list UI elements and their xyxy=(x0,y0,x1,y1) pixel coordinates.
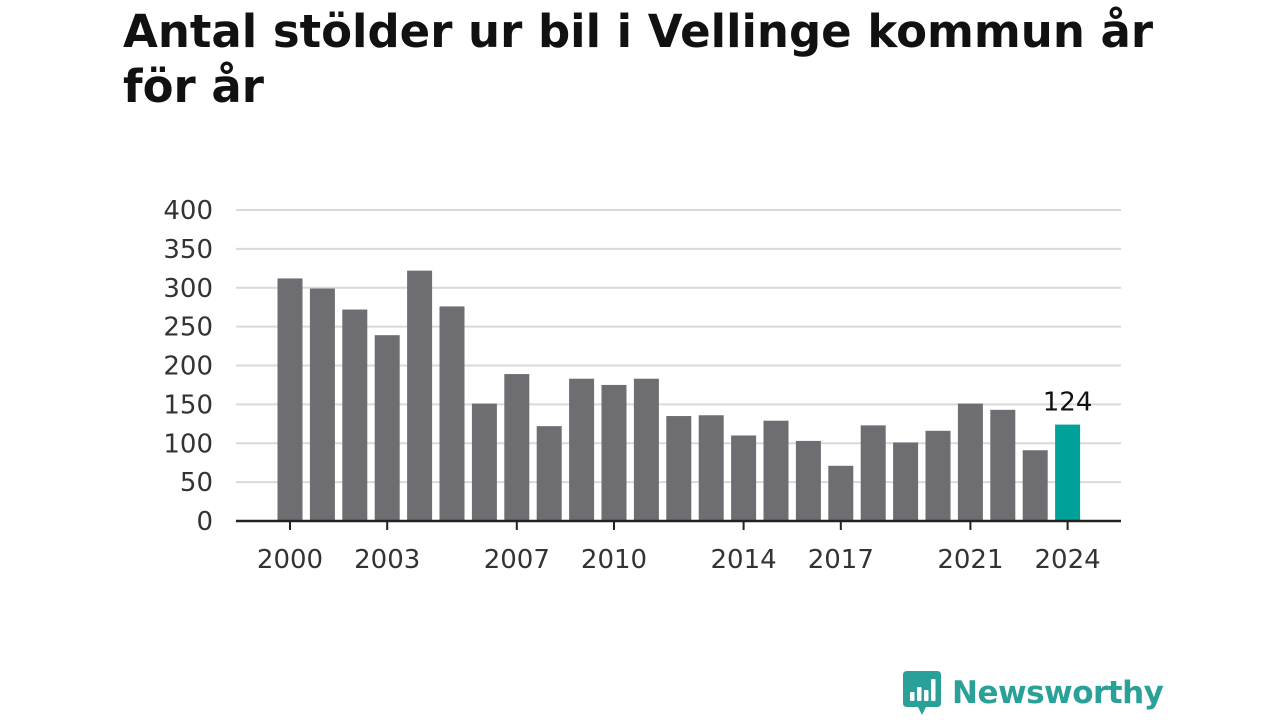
y-axis-tick-labels: 0 50 100 150 200 250 300 350 400 xyxy=(163,196,213,537)
y-tick-label: 0 xyxy=(196,507,213,537)
x-tick-label: 2003 xyxy=(354,545,420,575)
x-axis-tick-labels: 2000 2003 2007 2010 2014 2017 2021 2024 xyxy=(257,545,1101,575)
bar-2011 xyxy=(633,378,659,521)
y-tick-label: 300 xyxy=(163,274,213,304)
bar-2023 xyxy=(1022,450,1048,521)
x-tick-label: 2000 xyxy=(257,545,323,575)
bar-2000 xyxy=(277,278,303,521)
bar-2019 xyxy=(893,442,919,521)
x-tick-label: 2014 xyxy=(711,545,777,575)
bar-2013 xyxy=(698,415,724,521)
y-tick-label: 250 xyxy=(163,313,213,343)
bar-2015 xyxy=(763,420,789,521)
bar-2007 xyxy=(504,374,530,521)
bar-2006 xyxy=(471,403,497,521)
bar-2012 xyxy=(666,416,692,521)
bar-2021 xyxy=(957,403,983,521)
gridlines xyxy=(236,209,1121,484)
brand-name: Newsworthy xyxy=(952,675,1164,711)
x-tick-label: 2007 xyxy=(484,545,550,575)
x-axis xyxy=(236,519,1121,530)
data-label-2024: 124 xyxy=(1043,388,1093,418)
bar-chart-speech-bubble-icon xyxy=(903,671,941,715)
y-tick-label: 50 xyxy=(180,468,213,498)
y-tick-label: 200 xyxy=(163,352,213,382)
bar-2009 xyxy=(569,378,595,521)
y-tick-label: 400 xyxy=(163,196,213,226)
x-tick-label: 2024 xyxy=(1035,545,1101,575)
bar-2003 xyxy=(374,335,400,521)
newsworthy-logo: Newsworthy xyxy=(902,670,1164,716)
y-tick-label: 150 xyxy=(163,390,213,420)
y-tick-label: 350 xyxy=(163,235,213,265)
bar-2001 xyxy=(309,288,335,521)
data-labels: 124 xyxy=(1043,388,1093,418)
x-tick-label: 2010 xyxy=(581,545,647,575)
bar-2014 xyxy=(731,435,757,521)
bar-2022 xyxy=(990,409,1016,521)
bar-2004 xyxy=(407,270,433,521)
bar-2010 xyxy=(601,384,627,521)
bar-2024 xyxy=(1055,424,1081,521)
bar-2016 xyxy=(795,440,821,521)
bar-2002 xyxy=(342,309,368,521)
bar-2018 xyxy=(860,425,886,521)
y-tick-label: 100 xyxy=(163,429,213,459)
x-tick-label: 2017 xyxy=(808,545,874,575)
bar-2005 xyxy=(439,306,465,521)
bar-2008 xyxy=(536,426,562,521)
bars xyxy=(277,270,1081,521)
bar-2020 xyxy=(925,430,951,521)
chart-title: Antal stölder ur bil i Vellinge kommun å… xyxy=(123,5,1154,113)
bar-2017 xyxy=(828,465,854,521)
x-tick-label: 2021 xyxy=(937,545,1003,575)
